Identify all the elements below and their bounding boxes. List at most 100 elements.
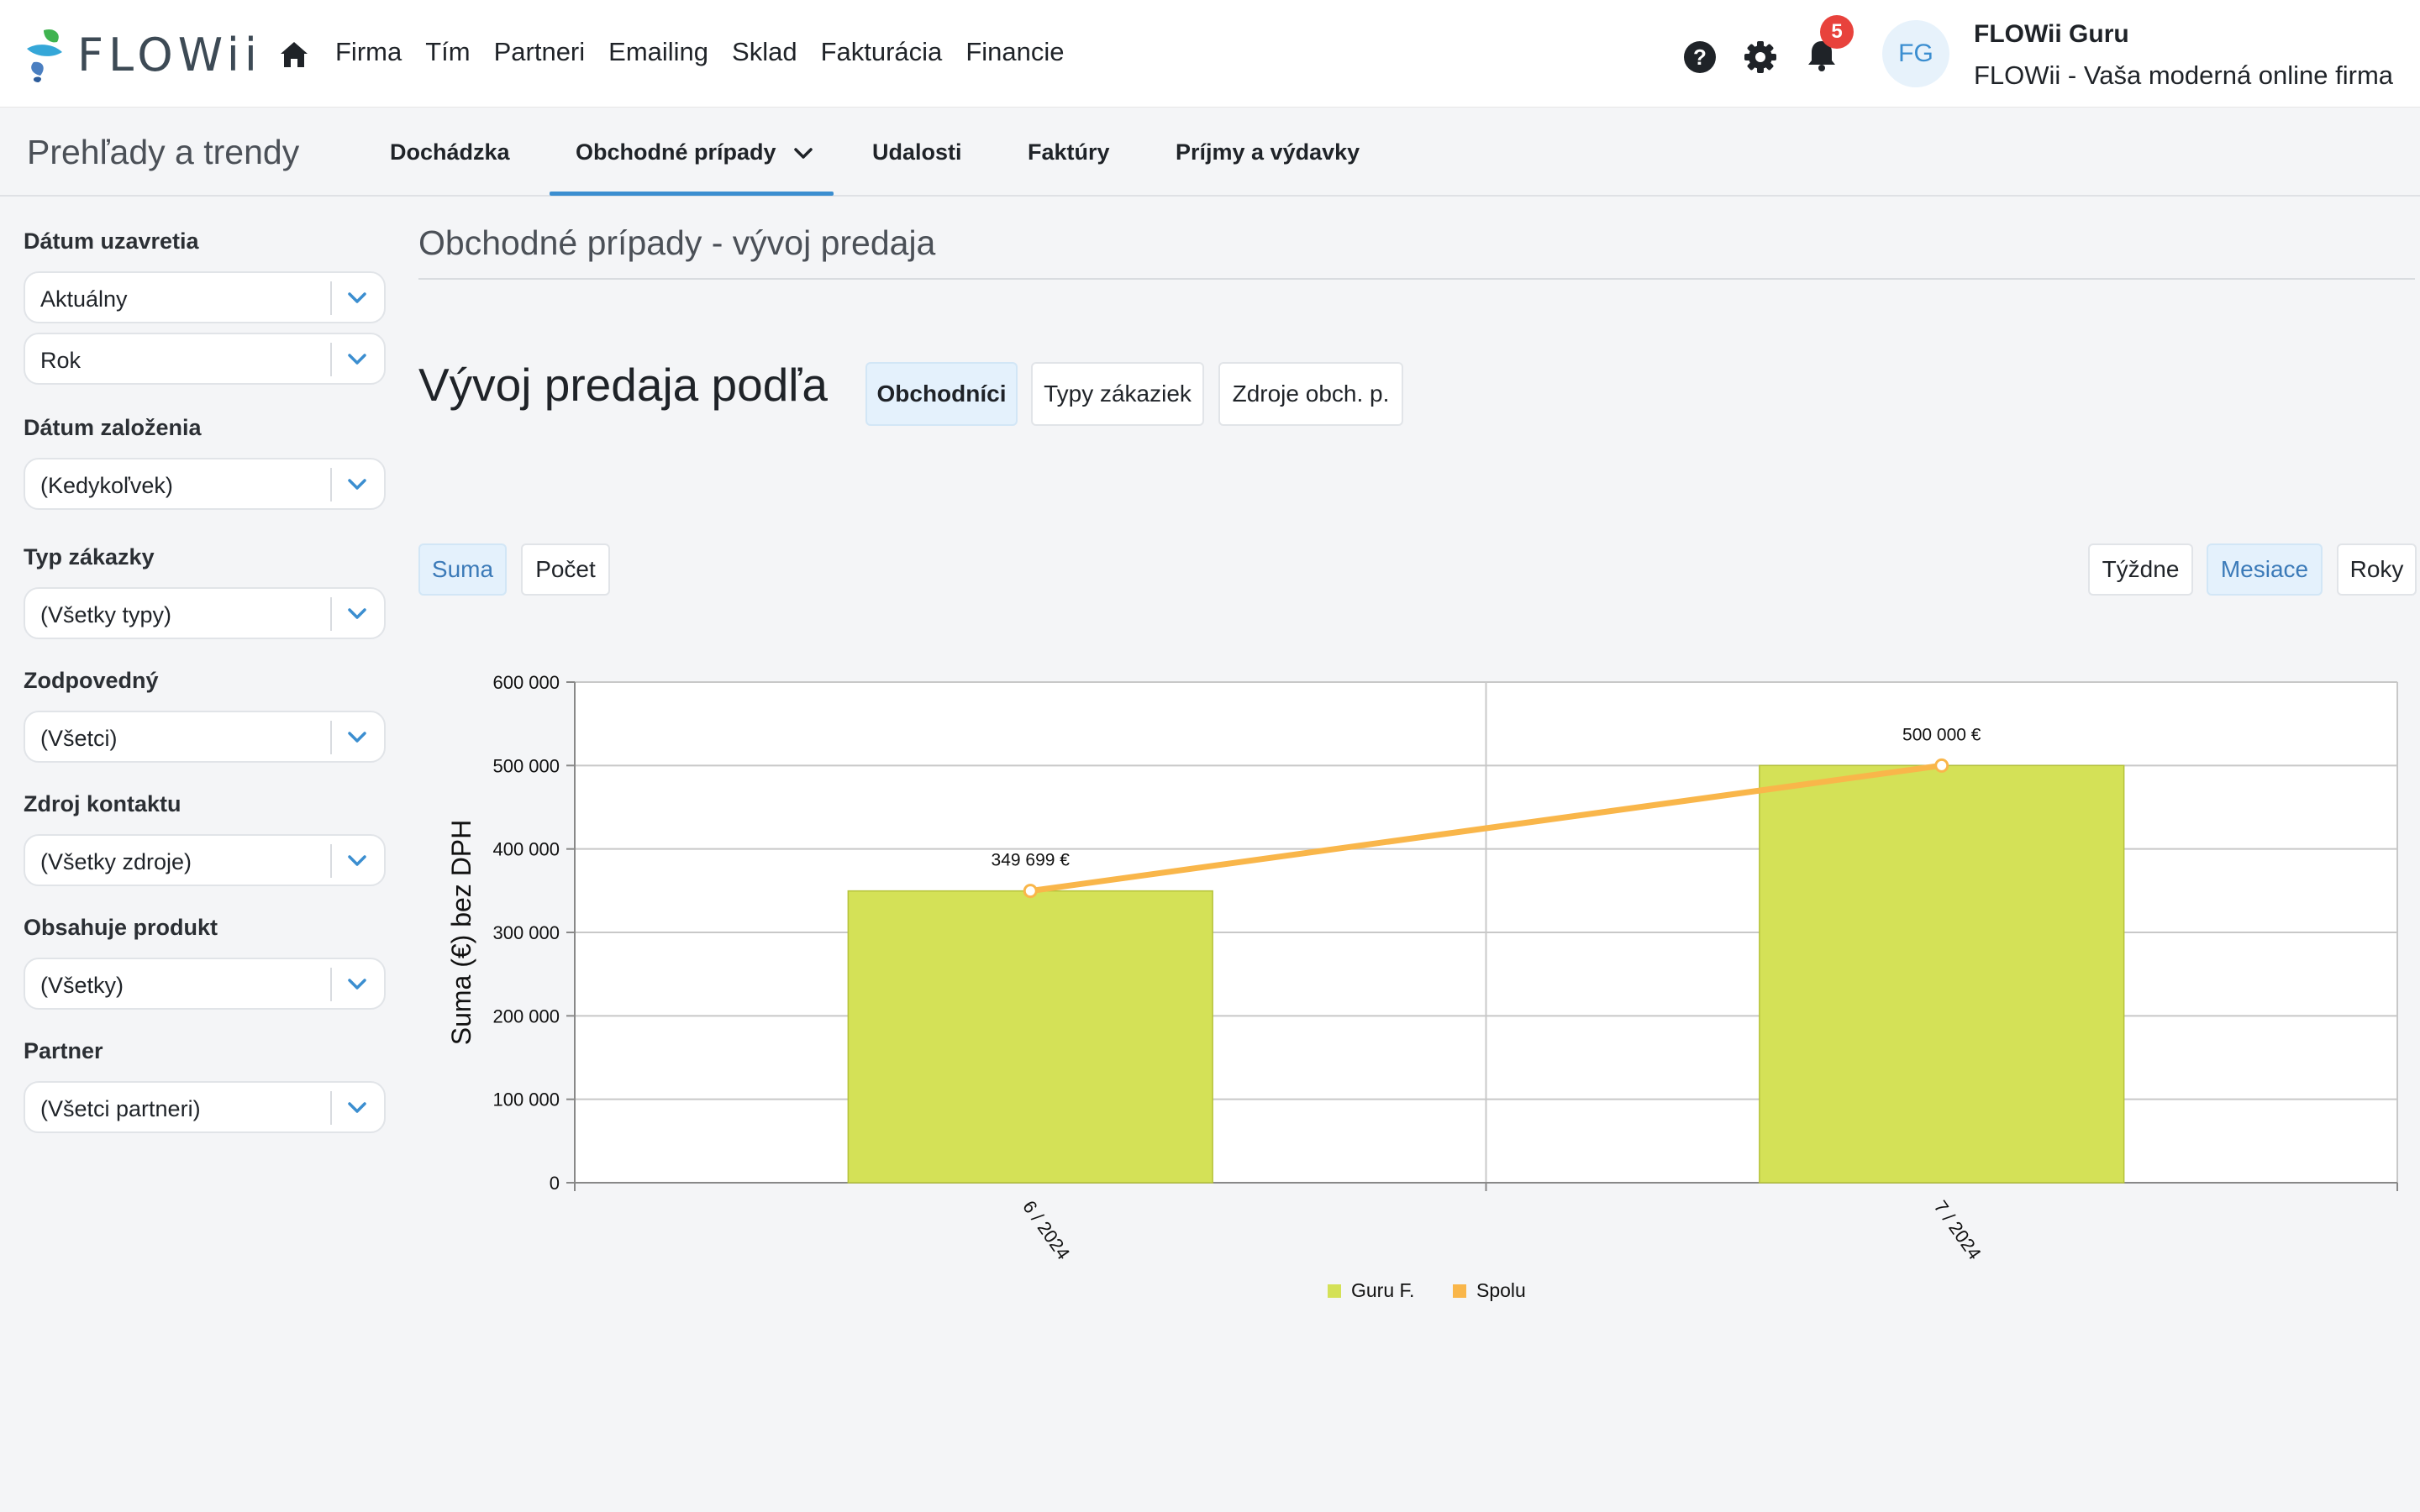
period-tyzdne-button[interactable]: Týždne xyxy=(2088,543,2193,596)
y-axis-label: Suma (€) bez DPH xyxy=(446,820,476,1046)
chevron-down-icon xyxy=(348,292,366,303)
tab-obchodne-pripady[interactable]: Obchodné prípady xyxy=(576,139,813,165)
group-by-obchodnici-button[interactable]: Obchodníci xyxy=(865,362,1018,426)
select-value: (Všetky typy) xyxy=(40,602,172,627)
x-tick-label: 6 / 2024 xyxy=(1018,1197,1074,1263)
metric-pocet-button[interactable]: Počet xyxy=(521,543,610,596)
select-zodpovedny[interactable]: (Všetci) xyxy=(24,711,386,763)
main-nav: Firma Tím Partneri Emailing Sklad Faktur… xyxy=(335,37,1088,67)
select-value: (Všetky) xyxy=(40,973,124,998)
select-divider xyxy=(330,343,332,376)
help-icon[interactable]: ? xyxy=(1683,40,1717,74)
select-divider xyxy=(330,968,332,1001)
select-divider xyxy=(330,844,332,878)
tab-prijmy-a-vydavky[interactable]: Príjmy a výdavky xyxy=(1176,139,1360,165)
title-divider xyxy=(418,278,2415,280)
select-divider xyxy=(330,1091,332,1125)
nav-item-fakturacia[interactable]: Fakturácia xyxy=(820,37,943,66)
period-mesiace-button[interactable]: Mesiace xyxy=(2207,543,2323,596)
line-series-spolu xyxy=(1027,762,1945,895)
filter-label-zodpovedny: Zodpovedný xyxy=(24,668,159,693)
chevron-down-icon xyxy=(794,148,813,159)
line-point xyxy=(1023,884,1038,899)
bar-guru-f-1 xyxy=(1759,764,2125,1184)
section-title: Prehľady a trendy xyxy=(27,133,300,171)
svg-text:?: ? xyxy=(1693,45,1707,70)
data-label: 349 699 € xyxy=(992,851,1071,870)
x-tick-label: 7 / 2024 xyxy=(1930,1197,1986,1263)
avatar[interactable]: FG xyxy=(1882,20,1949,87)
nav-item-financie[interactable]: Financie xyxy=(965,37,1065,66)
tab-obchodne-pripady-label: Obchodné prípady xyxy=(576,139,776,165)
select-value: (Všetky zdroje) xyxy=(40,849,192,874)
nav-item-emailing[interactable]: Emailing xyxy=(608,37,709,66)
y-tick-label: 400 000 xyxy=(492,839,560,860)
select-divider xyxy=(330,468,332,501)
select-divider xyxy=(330,281,332,315)
legend-swatch xyxy=(1453,1284,1466,1298)
chevron-down-icon xyxy=(348,979,366,990)
user-company: FLOWii - Vaša moderná online firma xyxy=(1974,60,2394,90)
top-header: FLOWii Firma Tím Partneri Emailing Sklad… xyxy=(0,0,2420,108)
legend-label: Guru F. xyxy=(1351,1279,1414,1301)
select-obsahuje-produkt[interactable]: (Všetky) xyxy=(24,958,386,1010)
y-tick-label: 200 000 xyxy=(492,1005,560,1026)
filter-label-datum-zalozenia: Dátum založenia xyxy=(24,415,202,440)
y-tick-label: 0 xyxy=(550,1173,560,1194)
logo-icon xyxy=(27,29,62,82)
nav-item-tim[interactable]: Tím xyxy=(425,37,471,66)
active-tab-indicator xyxy=(550,192,834,196)
sales-chart: 0 100 000 200 000 300 000 400 000 500 000 600 … xyxy=(446,672,2398,1301)
filter-label-partner: Partner xyxy=(24,1038,103,1063)
chevron-down-icon xyxy=(348,732,366,743)
nav-item-partneri[interactable]: Partneri xyxy=(493,37,586,66)
logo[interactable]: FLOWii xyxy=(25,25,262,84)
select-value: Aktuálny xyxy=(40,286,128,312)
filter-label-typ-zakazky: Typ zákazky xyxy=(24,544,155,570)
period-roky-button[interactable]: Roky xyxy=(2337,543,2417,596)
select-datum-uzavretia-period[interactable]: Aktuálny xyxy=(24,271,386,323)
data-label: 500 000 € xyxy=(1902,725,1981,744)
user-name[interactable]: FLOWii Guru xyxy=(1974,20,2129,48)
metric-suma-button[interactable]: Suma xyxy=(418,543,507,596)
chevron-down-icon xyxy=(348,608,366,619)
chevron-down-icon xyxy=(348,1102,366,1113)
nav-item-sklad[interactable]: Sklad xyxy=(732,37,797,66)
y-tick-label: 300 000 xyxy=(492,922,560,943)
group-by-typy-zakaziek-button[interactable]: Typy zákaziek xyxy=(1031,362,1204,426)
sub-header: Prehľady a trendy Dochádzka Obchodné prí… xyxy=(0,108,2420,197)
chevron-down-icon xyxy=(348,354,366,365)
gear-icon[interactable] xyxy=(1744,40,1777,74)
tab-faktury[interactable]: Faktúry xyxy=(1028,139,1110,165)
legend-label: Spolu xyxy=(1476,1279,1526,1301)
select-partner[interactable]: (Všetci partneri) xyxy=(24,1081,386,1133)
select-value: (Všetci) xyxy=(40,726,118,751)
page-title: Obchodné prípady - vývoj predaja xyxy=(418,223,936,262)
home-icon[interactable] xyxy=(279,40,309,69)
select-divider xyxy=(330,721,332,754)
line-point xyxy=(1934,758,1949,773)
y-tick-label: 600 000 xyxy=(492,672,560,693)
chevron-down-icon xyxy=(348,855,366,866)
select-divider xyxy=(330,597,332,631)
select-value: (Kedykoľvek) xyxy=(40,473,173,498)
chevron-down-icon xyxy=(348,479,366,490)
filter-label-obsahuje-produkt: Obsahuje produkt xyxy=(24,915,218,940)
legend-swatch xyxy=(1328,1284,1341,1298)
select-value: Rok xyxy=(40,348,82,373)
notification-badge: 5 xyxy=(1820,15,1854,49)
bell-icon[interactable] xyxy=(1805,39,1839,72)
group-by-zdroje-button[interactable]: Zdroje obch. p. xyxy=(1218,362,1403,426)
bar-guru-f-0 xyxy=(847,890,1213,1184)
nav-item-firma[interactable]: Firma xyxy=(335,37,402,66)
select-datum-uzavretia-range[interactable]: Rok xyxy=(24,333,386,385)
filter-label-datum-uzavretia: Dátum uzavretia xyxy=(24,228,199,254)
y-tick-label: 100 000 xyxy=(492,1089,560,1110)
select-zdroj-kontaktu[interactable]: (Všetky zdroje) xyxy=(24,834,386,886)
development-title: Vývoj predaja podľa xyxy=(418,359,828,411)
select-typ-zakazky[interactable]: (Všetky typy) xyxy=(24,587,386,639)
select-datum-zalozenia[interactable]: (Kedykoľvek) xyxy=(24,458,386,510)
tab-dochadzka[interactable]: Dochádzka xyxy=(390,139,510,165)
tab-udalosti[interactable]: Udalosti xyxy=(872,139,962,165)
logo-text: FLOWii xyxy=(77,28,262,81)
